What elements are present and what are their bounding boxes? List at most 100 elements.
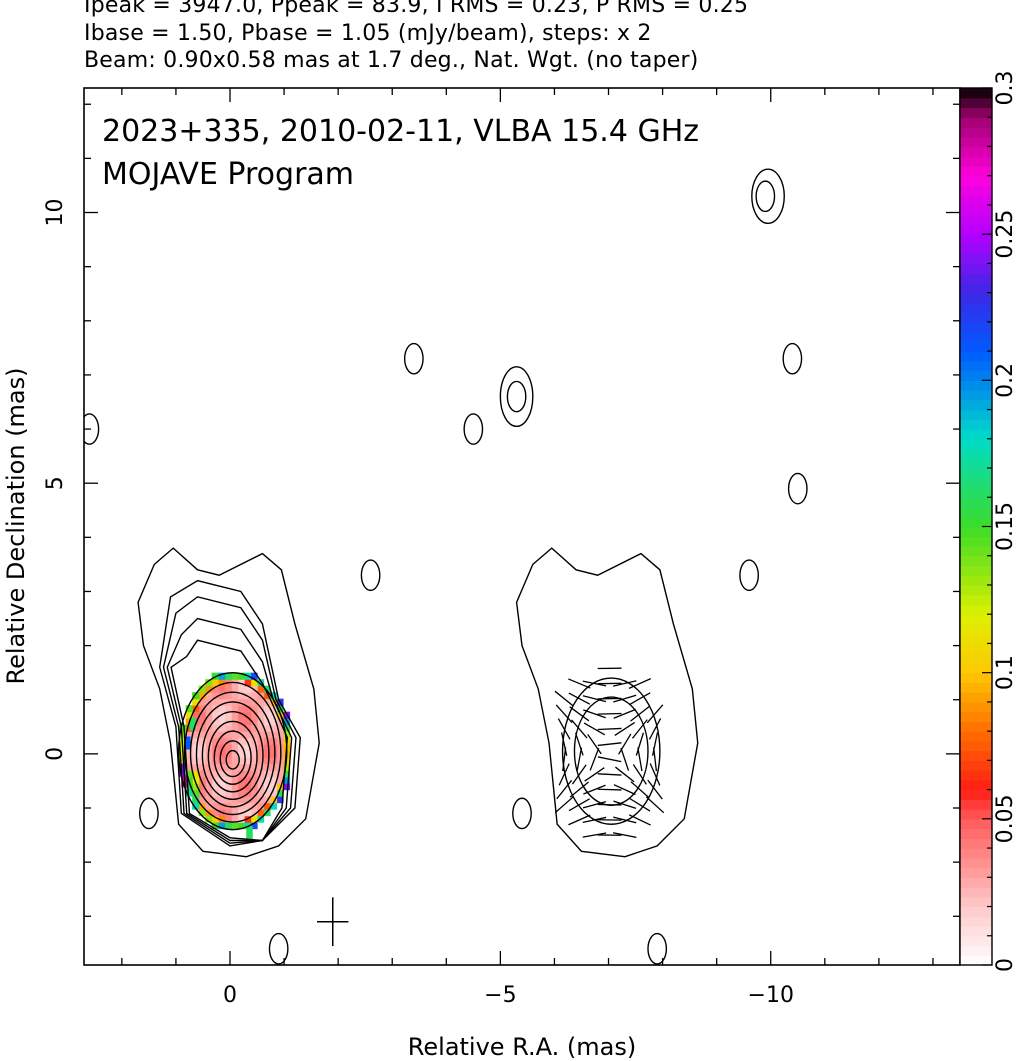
colorbar-segment <box>960 536 992 547</box>
evpa-vector <box>597 742 622 747</box>
polarization-pixel <box>282 776 291 784</box>
colorbar-segment <box>960 312 992 323</box>
polarization-pixel <box>185 711 193 719</box>
polarization-pixel <box>250 809 258 817</box>
colorbar-segment <box>960 935 992 947</box>
isolated-contour <box>138 797 159 830</box>
polarization-pixel <box>237 776 245 784</box>
polarization-pixel <box>218 692 226 700</box>
colorbar-segment <box>960 896 992 908</box>
polarization-pixel <box>205 737 213 745</box>
evpa-vector <box>628 814 651 826</box>
x-tick-label: 0 <box>223 983 237 1008</box>
contour-level <box>201 710 264 801</box>
polarization-pixel <box>237 757 245 765</box>
evpa-vector <box>583 709 606 719</box>
polarization-pixel <box>263 763 271 771</box>
colorbar: 0 0.05 0.1 0.15 0.2 0.25 0.3 <box>959 71 1018 972</box>
colorbar-segment <box>960 857 992 869</box>
colorbar-tick-label: 0.2 <box>993 363 1018 398</box>
evpa-vector <box>554 796 574 814</box>
polarization-pixel <box>237 822 245 830</box>
polarization-pixel <box>270 705 278 713</box>
contour-map <box>84 168 808 965</box>
polarization-pixel <box>263 796 271 804</box>
polarization-pixel <box>224 685 232 693</box>
polarization-pixel <box>224 672 232 680</box>
polarization-pixel <box>244 796 252 804</box>
evpa-vector <box>557 718 571 740</box>
polarization-pixel <box>231 711 239 719</box>
colorbar-segment <box>960 584 992 596</box>
polarization-pixel <box>270 789 278 797</box>
polarization-pixel <box>224 731 232 739</box>
polarization-pixel <box>237 789 245 797</box>
evpa-vector <box>556 779 573 800</box>
evpa-vector <box>569 781 589 798</box>
evpa-vector <box>613 708 637 719</box>
colorbar-segment <box>960 468 992 479</box>
y-axis-title: Relative Declination (mas) <box>2 367 30 684</box>
polarization-pixel <box>192 737 200 745</box>
colorbar-segment <box>960 409 992 420</box>
polarization-pixel <box>192 802 200 810</box>
evpa-vector <box>597 727 622 731</box>
evpa-vector <box>628 678 652 689</box>
polarization-pixel <box>198 763 206 771</box>
polarization-pixel <box>218 672 226 680</box>
polarization-pixel <box>250 705 258 713</box>
polarization-pixel <box>231 802 239 810</box>
polarization-pixel <box>231 744 239 752</box>
contour-level <box>213 730 252 785</box>
polarization-pixel <box>270 698 278 706</box>
colorbar-segment <box>960 175 992 187</box>
polarization-pixel <box>237 692 245 700</box>
polarization-pixel <box>270 744 278 752</box>
evpa-vector <box>568 814 591 826</box>
polarization-pixel <box>257 809 265 817</box>
polarization-pixel <box>237 705 245 713</box>
polarization-pixel <box>218 757 226 765</box>
polarization-pixel <box>198 809 206 817</box>
contour-level <box>219 740 246 778</box>
evpa-vector <box>651 732 659 756</box>
evpa-vector <box>597 756 622 763</box>
isolated-contour <box>463 413 484 445</box>
colorbar-tick-label: 0.25 <box>993 210 1018 259</box>
evpa-vector <box>635 732 645 756</box>
colorbar-segment <box>960 526 992 537</box>
polarization-pixel <box>218 737 226 745</box>
evpa-vector <box>613 694 637 703</box>
polarization-pixel <box>231 809 239 817</box>
polarization-pixel <box>250 698 258 706</box>
polarization-pixel <box>257 789 265 797</box>
polarization-pixel <box>244 750 252 758</box>
evpa-vector <box>574 732 584 756</box>
contour-level <box>561 677 661 825</box>
polarization-pixel <box>237 815 245 823</box>
polarization-pixel <box>282 718 291 726</box>
polarization-pixel <box>231 705 239 713</box>
polarization-pixel <box>257 776 265 784</box>
colorbar-segment <box>960 555 992 567</box>
polarization-pixel <box>231 672 239 680</box>
colorbar-segment <box>960 429 992 440</box>
contour-level <box>158 579 302 847</box>
evpa-vector <box>614 721 636 737</box>
polarization-pixel <box>231 770 239 778</box>
polarization-pixel <box>270 796 278 804</box>
polarization-pixel <box>263 718 271 726</box>
colorbar-segment <box>960 789 992 800</box>
colorbar-segment <box>960 906 992 917</box>
colorbar-segment <box>960 331 992 342</box>
polarization-pixel <box>244 679 252 687</box>
colorbar-segment <box>960 516 992 528</box>
polarization-pixel <box>211 783 219 791</box>
colorbar-segment <box>960 809 992 820</box>
polarization-pixel <box>205 718 213 726</box>
colorbar-segment <box>960 731 992 742</box>
polarization-pixel <box>263 685 271 693</box>
colorbar-segment <box>960 146 992 157</box>
polarization-pixel <box>276 770 284 778</box>
colorbar-segment <box>960 390 992 401</box>
